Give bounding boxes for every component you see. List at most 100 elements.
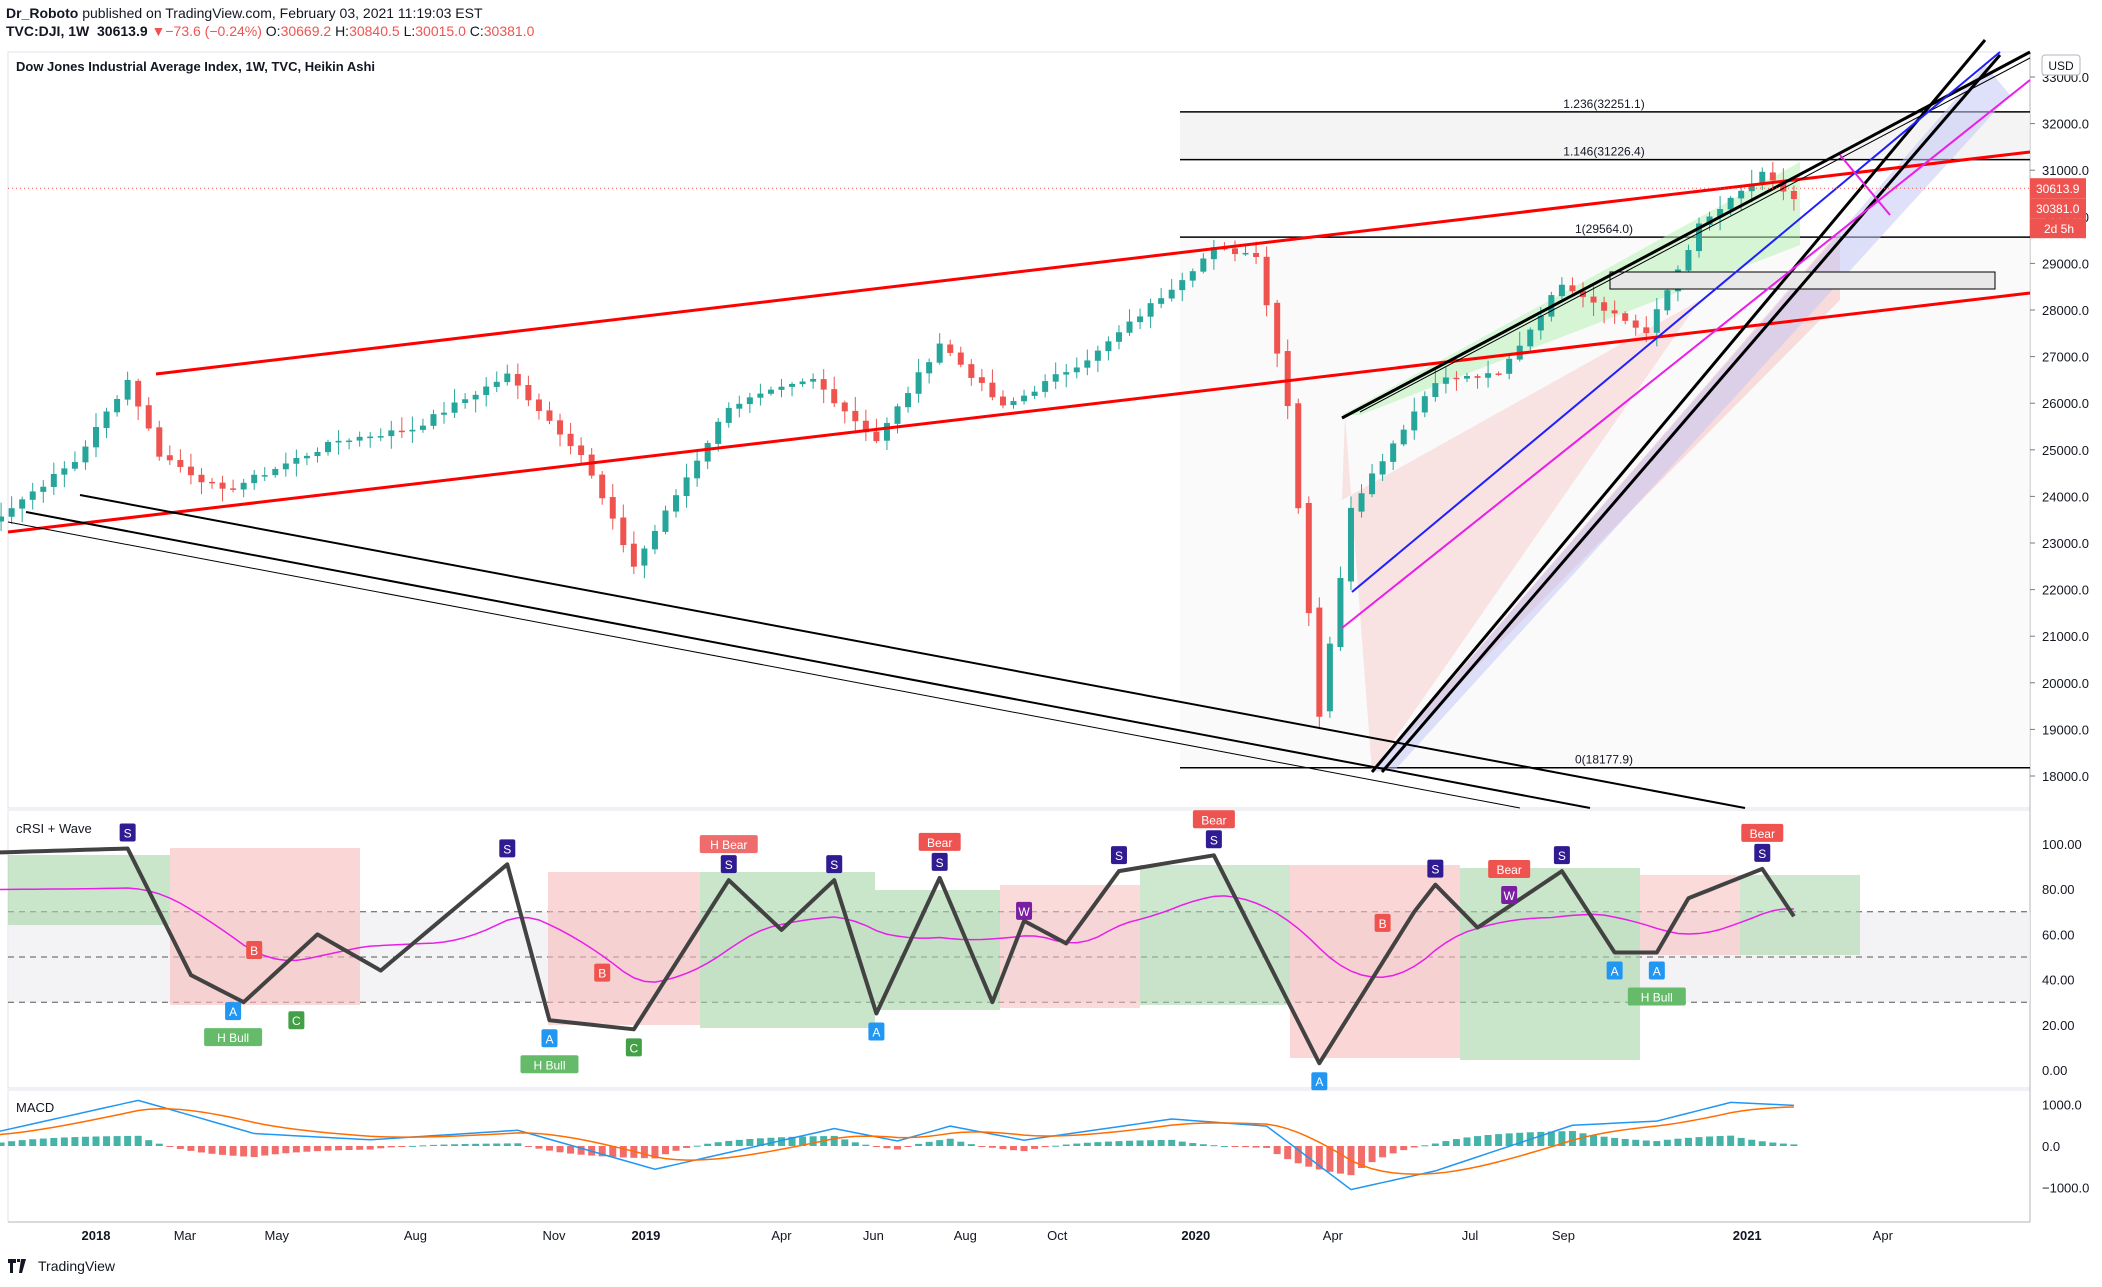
candle-body bbox=[1421, 396, 1428, 413]
candle-body bbox=[1685, 250, 1692, 271]
macd-histogram-bar bbox=[788, 1136, 796, 1146]
macd-histogram-bar bbox=[651, 1146, 659, 1159]
macd-histogram-bar bbox=[1632, 1139, 1640, 1146]
crsi-signal-label-bg bbox=[699, 835, 758, 854]
candle-body bbox=[240, 482, 247, 490]
candle-body bbox=[873, 431, 880, 442]
crsi-signal-label-s: S bbox=[119, 823, 136, 842]
macd-histogram-bar bbox=[809, 1136, 817, 1146]
price-tick-label: 24000.0 bbox=[2042, 489, 2089, 504]
macd-histogram-bar bbox=[1136, 1140, 1144, 1146]
crsi-signal-label-hbear: H Bear bbox=[699, 835, 758, 854]
macd-histogram-bar bbox=[1368, 1146, 1376, 1163]
macd-histogram-bar bbox=[957, 1141, 965, 1146]
macd-histogram-bar bbox=[134, 1135, 142, 1146]
candle-body bbox=[451, 402, 458, 413]
candle-body bbox=[1442, 377, 1449, 384]
time-tick-label: Aug bbox=[954, 1228, 977, 1243]
macd-pane-frame bbox=[7, 1089, 2031, 1223]
candle-body bbox=[441, 412, 448, 415]
crsi-signal-label-text: A bbox=[872, 1026, 880, 1040]
crsi-bull-band bbox=[1740, 875, 1860, 955]
last-price-badge-label: 30613.9 bbox=[2036, 182, 2080, 196]
macd-histogram-bar bbox=[1653, 1141, 1661, 1146]
candle-body bbox=[968, 364, 975, 378]
macd-histogram-bar bbox=[472, 1143, 480, 1146]
fib-level-label: 1(29564.0) bbox=[1575, 222, 1633, 236]
crsi-signal-label-bg bbox=[1374, 913, 1391, 932]
time-tick-label: 2019 bbox=[631, 1228, 660, 1243]
author-name[interactable]: Dr_Roboto bbox=[6, 5, 79, 21]
candle-body bbox=[19, 499, 26, 509]
price-tick-label: 20000.0 bbox=[2042, 676, 2089, 691]
crsi-signal-label-w: W bbox=[1016, 901, 1033, 920]
candle-body bbox=[630, 543, 637, 567]
macd-histogram-bar bbox=[39, 1138, 47, 1146]
candle-body bbox=[1295, 403, 1302, 509]
macd-histogram-bar bbox=[366, 1146, 374, 1150]
candle-body bbox=[1717, 209, 1724, 217]
macd-histogram-bar bbox=[1663, 1139, 1671, 1146]
currency-badge[interactable]: USD bbox=[2041, 54, 2081, 76]
crsi-tick-label: 0.00 bbox=[2042, 1063, 2067, 1078]
crsi-signal-label-bg bbox=[520, 1055, 579, 1074]
macd-pane bbox=[0, 1099, 1798, 1191]
macd-histogram-bar bbox=[1484, 1135, 1492, 1146]
crsi-signal-label-bear: Bear bbox=[1192, 810, 1235, 829]
macd-histogram-bar bbox=[640, 1146, 648, 1159]
macd-histogram-bar bbox=[1189, 1143, 1197, 1146]
high-label: H: bbox=[335, 23, 350, 39]
crsi-signal-label-text: H Bear bbox=[710, 838, 747, 852]
macd-histogram-bar bbox=[155, 1143, 163, 1146]
crsi-signal-label-c: C bbox=[288, 1011, 305, 1030]
candle-body bbox=[852, 410, 859, 422]
macd-histogram-bar bbox=[841, 1139, 849, 1146]
candle-body bbox=[831, 389, 838, 404]
macd-histogram-bar bbox=[1326, 1146, 1334, 1172]
macd-histogram-bar bbox=[683, 1146, 691, 1148]
candle-body bbox=[1738, 190, 1745, 199]
macd-histogram-bar bbox=[967, 1144, 975, 1146]
price-tick-label: 21000.0 bbox=[2042, 629, 2089, 644]
crsi-signal-label-text: Bear bbox=[1496, 863, 1521, 877]
blue-trend-line bbox=[1351, 51, 2001, 593]
macd-histogram-bar bbox=[1379, 1146, 1387, 1158]
candle-body bbox=[609, 497, 616, 519]
macd-histogram-bar bbox=[799, 1136, 807, 1146]
macd-title: MACD bbox=[16, 1100, 54, 1115]
last-price-badge bbox=[2030, 178, 2086, 199]
candle-body bbox=[335, 440, 342, 443]
open-value: 30669.2 bbox=[280, 23, 332, 39]
macd-histogram-bar bbox=[1505, 1133, 1513, 1146]
crsi-signal-label-bg bbox=[1501, 886, 1518, 905]
crsi-signal-label-bg bbox=[119, 823, 136, 842]
macd-histogram-bar bbox=[988, 1146, 996, 1148]
candle-body bbox=[715, 421, 722, 444]
macd-histogram-bar bbox=[756, 1138, 764, 1146]
macd-histogram-bar bbox=[1220, 1145, 1228, 1147]
crsi-signal-label-text: Bear bbox=[1201, 813, 1226, 827]
candle-body bbox=[1021, 395, 1028, 402]
crsi-signal-label-hbull: H Bull bbox=[520, 1055, 579, 1074]
candle-body bbox=[1031, 391, 1038, 396]
macd-histogram-bar bbox=[1537, 1131, 1545, 1146]
crsi-signal-label-bear: Bear bbox=[1741, 823, 1784, 842]
crsi-signal-label-text: H Bull bbox=[1641, 990, 1673, 1004]
price-tick-label: 22000.0 bbox=[2042, 583, 2089, 598]
macd-histogram-bar bbox=[1273, 1146, 1281, 1155]
crsi-signal-label-bg bbox=[246, 941, 263, 960]
crsi-signal-label-s: S bbox=[931, 852, 948, 871]
crsi-signal-label-s: S bbox=[1427, 859, 1444, 878]
candle-body bbox=[1231, 248, 1238, 255]
low-value: 30015.0 bbox=[415, 23, 466, 39]
candle-body bbox=[483, 386, 490, 396]
macd-histogram-bar bbox=[1178, 1141, 1186, 1146]
crsi-signal-label-text: S bbox=[1431, 863, 1439, 877]
crsi-signal-label-a: A bbox=[225, 1002, 242, 1021]
crsi-signal-label-text: S bbox=[936, 856, 944, 870]
candle-body bbox=[251, 474, 258, 484]
fib-level-label: 0(18177.9) bbox=[1575, 753, 1633, 767]
crsi-tick-label: 60.00 bbox=[2042, 927, 2075, 942]
candle-body bbox=[1727, 197, 1734, 210]
